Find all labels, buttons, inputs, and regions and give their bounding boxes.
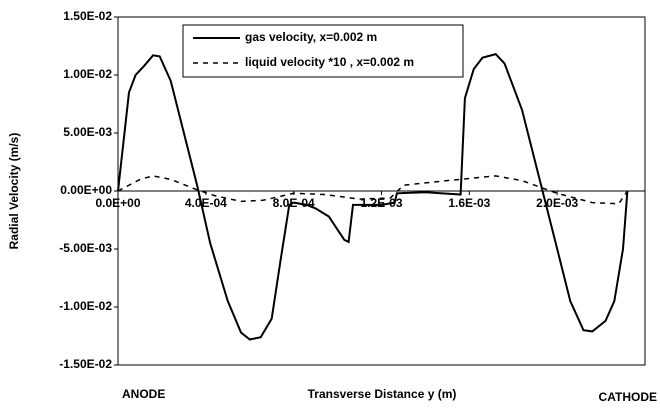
legend-label: gas velocity, x=0.002 m [245,30,377,44]
x-tick-label: 1.6E-03 [448,196,490,210]
annotation: CATHODE [599,390,657,404]
legend-box [182,24,464,78]
x-tick-label: 1.2E-03 [360,196,402,210]
y-tick-label: -5.00E-03 [59,241,112,255]
y-tick-label: 1.50E-02 [63,9,112,23]
x-tick-label: 4.0E-04 [185,196,227,210]
y-axis-label: Radial Velocity (m/s) [7,133,21,250]
y-tick-label: 5.00E-03 [63,125,112,139]
x-tick-label: 0.0E+00 [95,196,140,210]
series-line [117,52,629,341]
y-tick-label: -1.50E-02 [59,357,112,371]
x-tick-label: 2.0E-03 [536,196,578,210]
legend-label: liquid velocity *10 , x=0.002 m [245,55,414,69]
annotation: ANODE [122,387,165,401]
y-tick-label: 0.00E+00 [60,183,112,197]
y-tick-label: 1.00E-02 [63,67,112,81]
series-line [117,175,629,205]
x-axis-label: Transverse Distance y (m) [308,387,457,401]
y-tick-label: -1.00E-02 [59,299,112,313]
